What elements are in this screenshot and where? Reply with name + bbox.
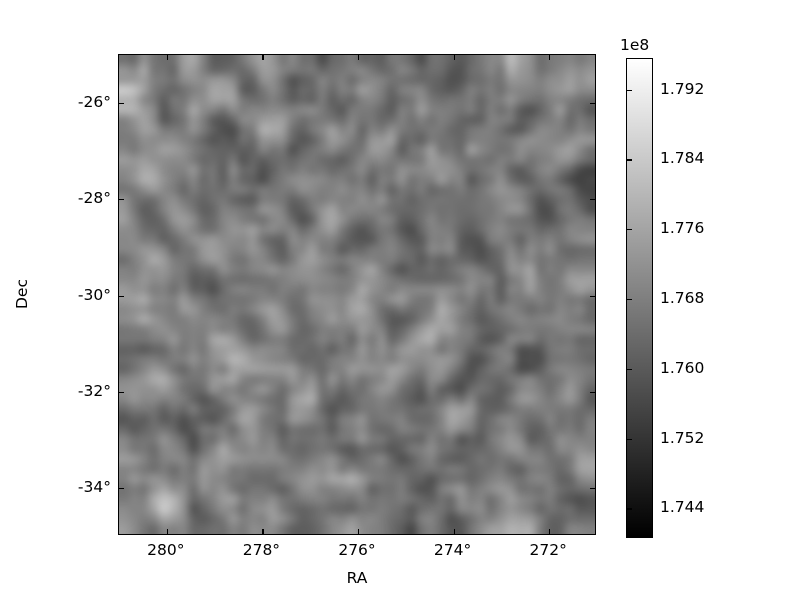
x-tick-label: 274°	[433, 541, 472, 559]
colorbar-tick-mark	[627, 508, 632, 510]
colorbar-tick-label: 1.776	[660, 219, 705, 238]
x-tick-label: 276°	[338, 541, 376, 559]
colorbar-tick-label: 1.752	[660, 428, 705, 447]
sky-map-axes[interactable]	[118, 54, 596, 535]
colorbar-tick-label: 1.744	[660, 498, 705, 517]
y-tick-label: -32°	[77, 381, 111, 400]
x-tick-label: 280°	[147, 541, 185, 559]
colorbar-tick-mark	[627, 229, 632, 231]
heatmap-image	[119, 55, 595, 534]
colorbar-tick-label: 1.760	[660, 358, 705, 377]
y-tick-label: -34°	[77, 477, 111, 496]
colorbar-tick-mark	[627, 299, 632, 301]
y-tick-label: -26°	[77, 93, 111, 112]
colorbar-tick-label: 1.784	[660, 149, 705, 168]
x-axis-label: RA	[346, 569, 368, 587]
colorbar[interactable]	[626, 58, 653, 538]
y-axis-label: Dec	[13, 279, 31, 309]
colorbar-tick-label: 1.792	[660, 79, 705, 98]
y-tick-label: -30°	[77, 285, 111, 304]
colorbar-tick-mark	[627, 89, 632, 91]
colorbar-tick-mark	[627, 438, 632, 440]
colorbar-tick-mark	[627, 368, 632, 370]
y-tick-label: -28°	[77, 189, 111, 208]
colorbar-tick-mark	[627, 159, 632, 161]
colorbar-tick-label: 1.768	[660, 289, 705, 307]
colorbar-offset-text: 1e8	[620, 36, 650, 54]
x-tick-label: 272°	[529, 541, 567, 559]
x-tick-label: 278°	[242, 541, 281, 559]
